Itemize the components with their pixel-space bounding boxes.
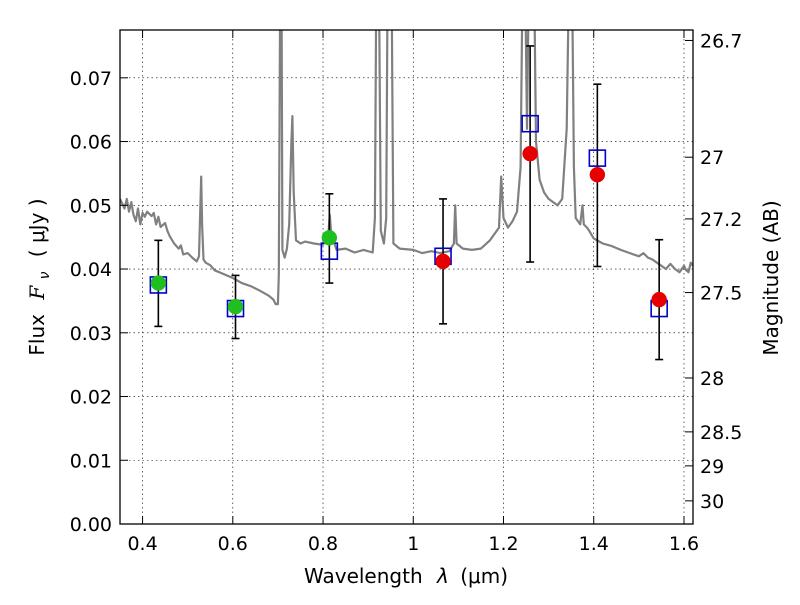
x-axis-unit: (μm) xyxy=(460,564,508,588)
observed-photometry-point xyxy=(522,145,538,162)
y-tick-label: 0.01 xyxy=(70,450,112,472)
y-axis-title: Flux F ν ( μJy ) xyxy=(25,198,54,355)
axis-ticks: 0.4 0.6 0.8 1 1.2 1.4 1.6 0.00 0.01 0.02 0.03 0.04 0… xyxy=(70,30,742,555)
plot-area xyxy=(120,30,693,524)
x-axis-symbol: λ xyxy=(436,564,449,588)
y-tick-label: 0.05 xyxy=(70,195,112,217)
x-tick-label: 1 xyxy=(407,533,419,555)
x-axis-label-text: Wavelength xyxy=(304,564,423,588)
observed-photometry-point xyxy=(227,298,244,315)
magnitude-tick-label: 28.5 xyxy=(700,422,742,444)
y-axis-subscript: ν xyxy=(37,271,53,279)
model-spectrum-line xyxy=(120,30,693,306)
y-tick-label: 0.07 xyxy=(70,68,112,90)
x-tick-label: 0.4 xyxy=(127,533,157,555)
magnitude-tick-label: 26.7 xyxy=(700,30,742,52)
y-tick-label: 0.06 xyxy=(70,132,112,154)
observed-photometry-point xyxy=(435,253,451,270)
plot-frame xyxy=(119,29,694,525)
observed-photometry-point xyxy=(321,230,338,246)
y-tick-label: 0.02 xyxy=(70,387,112,409)
y-tick-label: 0.04 xyxy=(70,259,112,281)
observed-photometry-point xyxy=(589,166,606,183)
observed-photometry-point xyxy=(651,291,667,308)
x-tick-label: 1.2 xyxy=(488,533,518,555)
y-axis-unit: ( μJy ) xyxy=(25,198,49,257)
y-axis-symbol: F xyxy=(25,285,49,301)
right-axis-title: Magnitude (AB) xyxy=(759,200,783,355)
x-tick-label: 1.6 xyxy=(669,533,699,555)
magnitude-tick-label: 28 xyxy=(700,368,724,390)
x-tick-label: 1.4 xyxy=(579,533,609,555)
observed-photometry-markers xyxy=(150,145,667,315)
magnitude-tick-label: 27 xyxy=(700,147,724,169)
observed-photometry-point xyxy=(150,275,167,291)
y-axis-label-text: Flux xyxy=(25,314,49,356)
model-photometry-square xyxy=(588,149,607,167)
magnitude-tick-label: 27.2 xyxy=(700,209,742,231)
y-tick-label: 0.00 xyxy=(70,514,112,536)
magnitude-tick-label: 27.5 xyxy=(700,283,742,305)
model-photometry-square xyxy=(521,114,539,133)
x-tick-label: 0.6 xyxy=(218,533,248,555)
magnitude-tick-label: 30 xyxy=(700,491,724,513)
y-tick-label: 0.03 xyxy=(70,323,112,345)
magnitude-tick-label: 29 xyxy=(700,456,724,478)
x-tick-label: 0.8 xyxy=(308,533,338,555)
x-axis-title: Wavelength λ (μm) xyxy=(304,564,508,588)
